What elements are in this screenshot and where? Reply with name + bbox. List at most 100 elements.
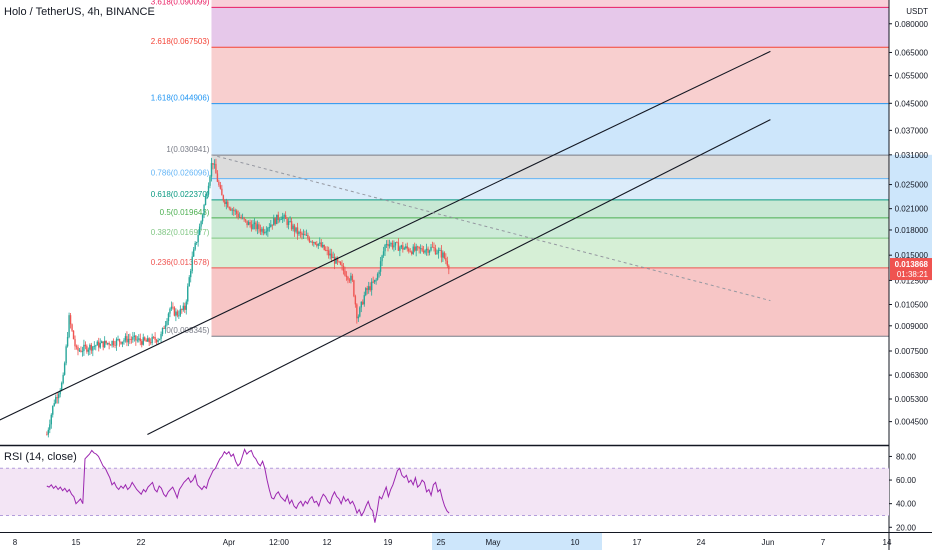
candle-body [409,251,411,253]
candle-body [175,311,177,316]
price-tick-label: 0.065000 [895,48,929,57]
time-tick-label: 19 [384,538,393,547]
candle-body [71,324,73,331]
candle-body [413,246,416,251]
candle-body [47,429,50,435]
candle-body [185,301,187,310]
candle-body [218,181,220,186]
candle-body [416,246,419,248]
candle-body [442,252,444,258]
candle-body [394,242,397,246]
candle-body [273,218,275,226]
candle-body [184,305,186,310]
candle-body [80,350,82,352]
candle-body [230,208,232,211]
candle-body [158,338,161,341]
candle-body [197,234,199,243]
candle-body [319,242,321,244]
candle-body [124,336,127,341]
candle-body [56,397,58,399]
candle-body [418,246,420,249]
candle-body [90,344,93,351]
candle-body [103,340,106,348]
candle-body [268,227,271,229]
candle-body [252,224,254,230]
current-price-badge [890,258,932,281]
current-price: 0.013868 [895,260,929,269]
candle-body [347,276,349,280]
candle-body [440,250,443,258]
candle-body [105,340,107,344]
candle-body [256,224,259,230]
price-tick-label: 0.006300 [895,371,929,380]
candle-body [60,383,63,391]
candle-body [365,288,367,296]
time-tick-label: 24 [697,538,706,547]
candle-body [270,224,272,228]
candle-body [53,403,55,406]
candle-body [83,344,85,352]
rsi-tick-label: 20.00 [896,523,917,532]
candle-body [381,255,383,262]
candle-body [234,210,236,212]
candle-body [323,244,325,250]
candle-body [121,341,124,344]
candle-body [419,248,422,250]
candle-body [144,337,146,341]
candle-body [363,295,365,305]
fib-label: 0.5(0.019643) [160,208,210,217]
candle-body [59,390,61,395]
candle-body [93,345,95,347]
candle-body [301,233,303,235]
price-tick-label: 0.015000 [895,251,929,260]
candle-body [267,228,269,232]
candle-body [109,344,112,346]
candle-body [75,346,78,348]
candle-body [316,244,318,246]
rsi-tick-label: 40.00 [896,500,917,509]
candle-body [353,280,355,297]
time-tick-label: 8 [13,538,18,547]
time-tick-label: 15 [72,538,81,547]
candle-body [307,235,309,239]
candle-body [362,301,364,305]
time-tick-label: 22 [137,538,146,547]
candle-body [72,330,75,340]
candle-body [375,279,377,281]
rsi-title: RSI (14, close) [4,451,77,463]
candle-body [396,242,398,244]
candle-body [139,338,141,342]
rsi-tick-label: 60.00 [896,476,917,485]
candle-body [390,243,392,245]
candle-body [117,339,119,340]
candles [46,157,450,438]
price-tick-label: 0.080000 [895,20,929,29]
candle-body [366,288,368,290]
candle-body [411,251,413,254]
candle-body [335,257,337,264]
candle-body [403,248,406,250]
candle-body [92,346,94,351]
candle-body [372,281,374,283]
candle-body [74,339,76,347]
candle-body [111,341,113,346]
candle-body [235,210,238,214]
candle-body [178,315,180,317]
price-tick-label: 0.012500 [895,276,929,285]
candle-body [129,338,131,340]
fib-band [211,0,890,8]
candle-body [259,228,262,232]
chart-title: Holo / TetherUS, 4h, BINANCE [4,6,155,18]
candle-body [182,305,184,310]
candle-body [212,163,214,165]
candle-body [231,209,233,211]
candle-body [313,242,315,243]
candle-body [99,343,101,348]
price-unit: USDT [906,7,928,16]
rsi-tick-label: 80.00 [896,452,917,461]
candle-body [221,188,223,196]
time-tick-label: 12 [323,538,332,547]
candle-body [422,250,425,253]
candle-body [412,246,414,254]
